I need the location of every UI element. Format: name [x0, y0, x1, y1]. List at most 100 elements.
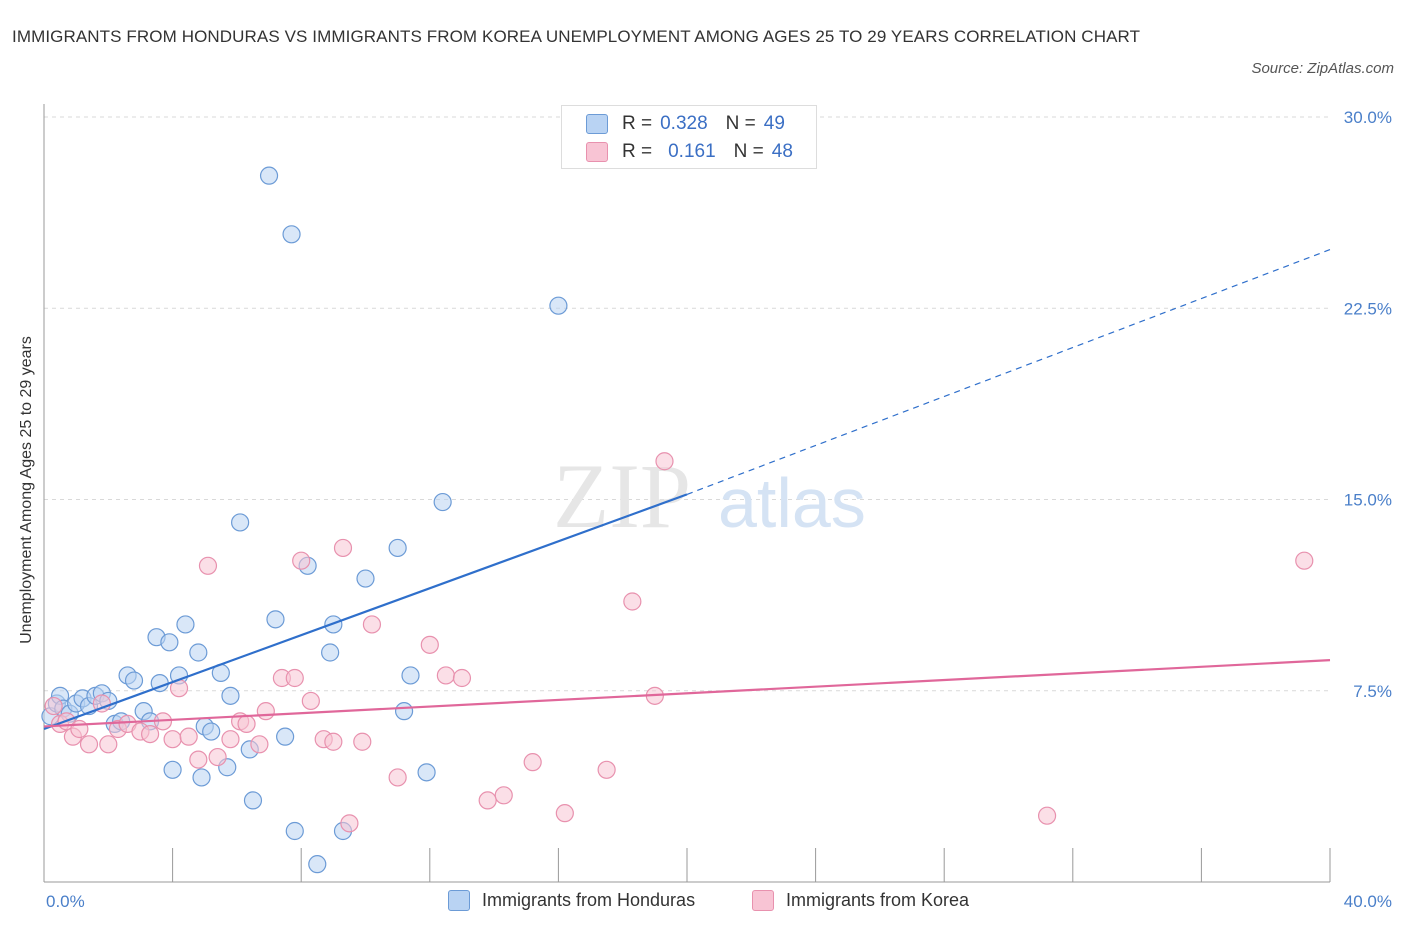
- korea-point: [555, 804, 574, 823]
- korea-point: [92, 694, 111, 713]
- honduras-point: [276, 727, 295, 746]
- korea-point: [292, 551, 311, 570]
- legend-n-label: N =: [733, 141, 764, 162]
- y-axis-label: Unemployment Among Ages 25 to 29 years: [18, 336, 35, 644]
- zipatlas-watermark: ZIP atlas: [553, 445, 866, 547]
- honduras-point: [192, 768, 211, 787]
- axes: [43, 104, 1331, 883]
- honduras-point: [282, 225, 301, 244]
- x-tick-label: 0.0%: [46, 892, 85, 911]
- legend-swatch-honduras: [448, 890, 470, 911]
- korea-point: [420, 635, 439, 654]
- honduras-point: [163, 760, 182, 779]
- honduras-point: [221, 686, 240, 705]
- legend-n-value: 48: [771, 141, 793, 162]
- honduras-point: [321, 643, 340, 662]
- source-credit: Source: ZipAtlas.com: [1251, 60, 1394, 77]
- honduras-point: [160, 633, 179, 652]
- legend-r-label: R =: [622, 141, 653, 162]
- legend-n-value: 49: [763, 113, 785, 134]
- honduras-point: [259, 166, 279, 185]
- honduras-trend-line: [43, 493, 688, 731]
- legend-item-honduras[interactable]: Immigrants from Honduras: [448, 890, 695, 911]
- korea-point: [44, 696, 63, 716]
- korea-point: [340, 814, 359, 833]
- korea-point: [99, 735, 118, 754]
- legend-row-korea: R = 0.161 N = 48: [586, 139, 793, 165]
- korea-point: [221, 730, 240, 749]
- korea-point: [388, 768, 407, 787]
- legend-label-korea: Immigrants from Korea: [786, 890, 970, 910]
- honduras-point: [388, 538, 407, 558]
- korea-point: [237, 714, 256, 734]
- korea-point: [494, 786, 513, 805]
- honduras-point: [243, 791, 263, 810]
- series-korea: [44, 452, 1314, 833]
- series-legend: Immigrants from Honduras Immigrants from…: [0, 888, 1406, 916]
- korea-point: [189, 750, 208, 769]
- honduras-point: [266, 610, 285, 629]
- korea-point: [208, 747, 227, 767]
- korea-point: [597, 760, 616, 779]
- korea-point: [256, 702, 275, 721]
- korea-point: [1037, 806, 1057, 825]
- legend-r-value: 0.328: [660, 113, 708, 134]
- tick-labels: 7.5% 15.0% 22.5% 30.0% 0.0% 40.0%: [46, 108, 1392, 911]
- korea-point: [478, 791, 497, 810]
- korea-point: [301, 691, 320, 711]
- honduras-point: [124, 671, 144, 690]
- legend-swatch-honduras: [586, 114, 608, 134]
- honduras-trend-extension: [686, 249, 1331, 495]
- korea-point: [655, 452, 674, 471]
- legend-item-korea[interactable]: Immigrants from Korea: [752, 890, 969, 911]
- korea-trend-line: [43, 659, 1331, 728]
- legend-swatch-korea: [752, 890, 774, 911]
- watermark-atlas: atlas: [718, 464, 866, 542]
- korea-point: [324, 732, 343, 751]
- korea-point: [163, 730, 182, 749]
- korea-point: [1295, 551, 1314, 570]
- korea-point: [179, 727, 198, 746]
- honduras-point: [356, 569, 375, 588]
- legend-n-label: N =: [725, 113, 756, 134]
- honduras-point: [231, 513, 250, 532]
- korea-point: [140, 724, 160, 744]
- honduras-point: [417, 763, 436, 782]
- y-tick-label: 15.0%: [1344, 491, 1392, 510]
- korea-point: [353, 732, 372, 751]
- honduras-point: [202, 722, 221, 741]
- y-axis-label-wrap: Unemployment Among Ages 25 to 29 years: [12, 200, 42, 780]
- y-tick-label: 30.0%: [1344, 108, 1392, 127]
- y-tick-label: 7.5%: [1353, 682, 1392, 701]
- honduras-point: [189, 643, 208, 662]
- legend-r-label: R =: [622, 113, 653, 134]
- korea-point: [623, 592, 642, 611]
- trend-lines: [43, 249, 1331, 731]
- honduras-point: [401, 666, 420, 685]
- x-tick-label: 40.0%: [1344, 892, 1392, 911]
- legend-label-honduras: Immigrants from Honduras: [482, 890, 696, 910]
- korea-point: [250, 735, 269, 754]
- legend-swatch-korea: [586, 142, 608, 162]
- korea-point: [523, 753, 542, 772]
- honduras-point: [433, 492, 452, 512]
- stats-legend: R = 0.328 N = 49 R = 0.161 N = 48: [561, 105, 817, 169]
- legend-row-honduras: R = 0.328 N = 49: [586, 111, 785, 137]
- korea-point: [70, 719, 89, 739]
- legend-r-value: 0.161: [668, 141, 716, 162]
- honduras-point: [285, 821, 304, 841]
- y-tick-label: 22.5%: [1344, 299, 1392, 318]
- chart-title: IMMIGRANTS FROM HONDURAS VS IMMIGRANTS F…: [12, 27, 1141, 46]
- honduras-point: [394, 702, 414, 721]
- grid-lines: [44, 116, 1330, 692]
- korea-point: [285, 668, 304, 688]
- korea-point: [452, 668, 472, 688]
- honduras-point: [549, 296, 568, 315]
- series-honduras: [41, 166, 568, 874]
- korea-point: [333, 538, 353, 558]
- korea-point: [362, 615, 382, 634]
- honduras-point: [308, 855, 327, 874]
- korea-point: [436, 666, 455, 685]
- korea-point: [79, 735, 99, 754]
